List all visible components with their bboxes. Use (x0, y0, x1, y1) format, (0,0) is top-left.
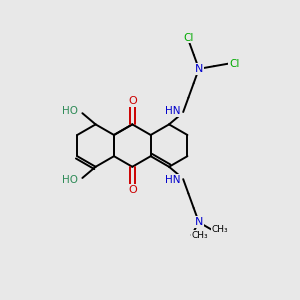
Text: N: N (195, 217, 203, 227)
Text: HN: HN (165, 175, 181, 185)
Text: O: O (128, 96, 137, 106)
Text: Cl: Cl (184, 33, 194, 43)
Text: Cl: Cl (229, 58, 239, 68)
Text: HN: HN (165, 106, 181, 116)
Text: O: O (128, 185, 137, 195)
Text: N: N (195, 64, 203, 74)
Text: HO: HO (62, 106, 78, 116)
Text: HO: HO (62, 175, 78, 185)
Text: CH₃: CH₃ (191, 231, 208, 240)
Text: CH₃: CH₃ (212, 225, 228, 234)
